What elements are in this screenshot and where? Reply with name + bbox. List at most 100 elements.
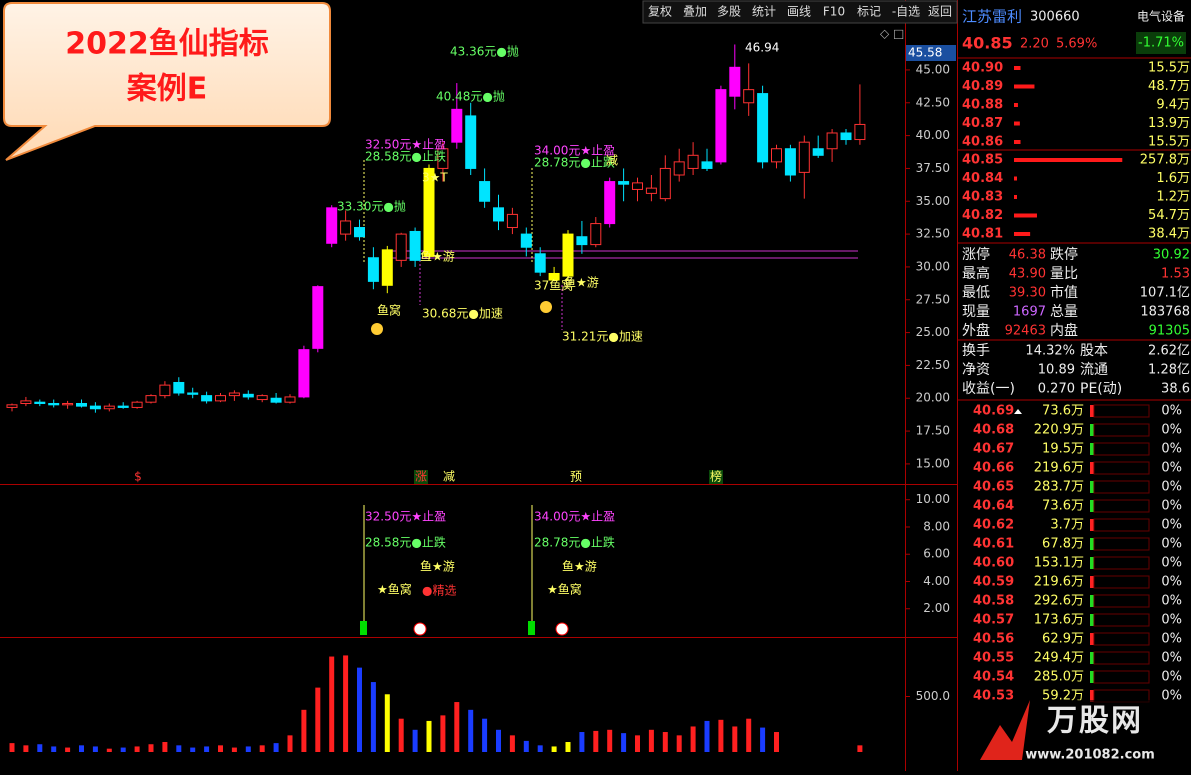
volume-bar (65, 747, 71, 752)
stat-value: 0.270 (1038, 382, 1075, 397)
annotation: ★鱼窝 (547, 582, 582, 597)
candle-body (242, 393, 254, 398)
candle-body (312, 286, 324, 349)
change: 2.20 (1020, 37, 1049, 52)
volume-bar (746, 718, 752, 752)
annotation: 46.94 (745, 41, 779, 55)
stat-value: 30.92 (1153, 248, 1190, 263)
annotation: 34.00元★止盈 (534, 510, 615, 524)
toolbar-button[interactable]: 统计 (752, 5, 776, 19)
stat-value: 183768 (1140, 305, 1190, 320)
trade-bar (1090, 519, 1094, 531)
volume-bar (287, 735, 293, 752)
candle-body (548, 272, 560, 281)
candle-body (618, 181, 630, 185)
volume-bar (426, 720, 432, 752)
trade-volume: 3.7万 (1050, 518, 1084, 533)
trade-pct: 0% (1161, 442, 1182, 457)
trade-volume: 73.6万 (1042, 499, 1084, 514)
trade-bar (1090, 652, 1094, 664)
trade-bar (1090, 576, 1094, 588)
trade-volume: 283.7万 (1034, 480, 1084, 495)
book-price: 40.86 (962, 135, 1003, 150)
book-price: 40.89 (962, 79, 1003, 94)
volume-bar (120, 747, 126, 752)
volume-bar (370, 682, 376, 752)
annotation: 40.48元●抛 (436, 89, 505, 104)
book-price: 40.85 (962, 153, 1003, 168)
pct: 5.69% (1056, 37, 1097, 52)
annotation: 31.21元●加速 (562, 330, 643, 344)
trade-pct: 0% (1161, 537, 1182, 552)
volume-bar (454, 702, 460, 752)
stat-label: 现量 (962, 304, 990, 320)
candle-body (576, 236, 588, 246)
volume-bar (106, 748, 112, 752)
candle-body (326, 207, 338, 244)
y-tick-label: 42.50 (916, 95, 950, 109)
trade-volume: 19.5万 (1042, 442, 1084, 457)
volume-bar (440, 715, 446, 752)
trade-bar (1090, 690, 1094, 702)
book-bar (1014, 140, 1021, 144)
volume-bar (523, 740, 529, 752)
candle-body (395, 233, 407, 261)
book-bar (1014, 66, 1021, 70)
toolbar-button[interactable]: 复权 (648, 5, 672, 19)
candle-body (534, 253, 546, 273)
candle-body (34, 401, 46, 404)
candle-body (62, 402, 74, 406)
trade-price: 40.68 (973, 423, 1014, 438)
stat-label: 量比 (1050, 266, 1078, 282)
trade-bar (1090, 671, 1094, 683)
toolbar-button[interactable]: 标记 (857, 5, 881, 19)
candle-body (367, 257, 379, 282)
volume-bar (565, 742, 571, 752)
candle-body (465, 115, 477, 169)
toolbar-button[interactable]: 画线 (787, 5, 811, 19)
panel-border (957, 0, 958, 771)
candle-body (284, 396, 296, 403)
trade-price: 40.61 (973, 537, 1014, 552)
trade-pct: 0% (1161, 423, 1182, 438)
stat-value: 14.32% (1025, 344, 1075, 359)
candle-body (354, 227, 365, 238)
volume-bar (148, 744, 154, 752)
volume-bar (648, 729, 654, 752)
stat-label: 净资 (962, 362, 990, 378)
icon: ◇ □ (880, 27, 904, 41)
toolbar-button[interactable]: 叠加 (683, 5, 707, 19)
toolbar-button[interactable]: -自选 (892, 5, 920, 19)
candle-body (729, 66, 741, 97)
volume-bar (774, 732, 779, 752)
book-bar (1014, 103, 1018, 107)
candle-body (757, 93, 769, 163)
volume-bar (357, 667, 362, 752)
plus-icon (555, 622, 569, 636)
stat-value: 2.62亿 (1148, 344, 1190, 359)
toolbar-button[interactable]: 返回 (928, 5, 952, 19)
candle-body (590, 223, 602, 246)
signal-bg (414, 470, 428, 484)
trade-pct: 0% (1161, 632, 1182, 647)
trade-price: 40.56 (973, 632, 1014, 647)
candle-body (298, 349, 310, 398)
trade-bar (1090, 443, 1094, 455)
volume-bar (23, 745, 29, 752)
watermark-url: www.201082.com (1025, 748, 1155, 763)
volume-bar (37, 744, 43, 752)
candle-body (89, 405, 101, 410)
trade-volume: 73.6万 (1042, 404, 1084, 419)
volume-bar (51, 746, 57, 752)
book-price: 40.83 (962, 190, 1003, 205)
book-bar (1014, 176, 1017, 181)
toolbar-button[interactable]: 多股 (717, 5, 741, 19)
candle-body (701, 161, 713, 169)
y-tick-label: 17.50 (916, 424, 950, 438)
toolbar-button[interactable]: F10 (823, 5, 845, 19)
trade-track (1093, 613, 1150, 627)
trade-pct: 0% (1161, 651, 1182, 666)
book-price: 40.82 (962, 208, 1003, 223)
y-tick-label: 2.00 (923, 601, 950, 615)
